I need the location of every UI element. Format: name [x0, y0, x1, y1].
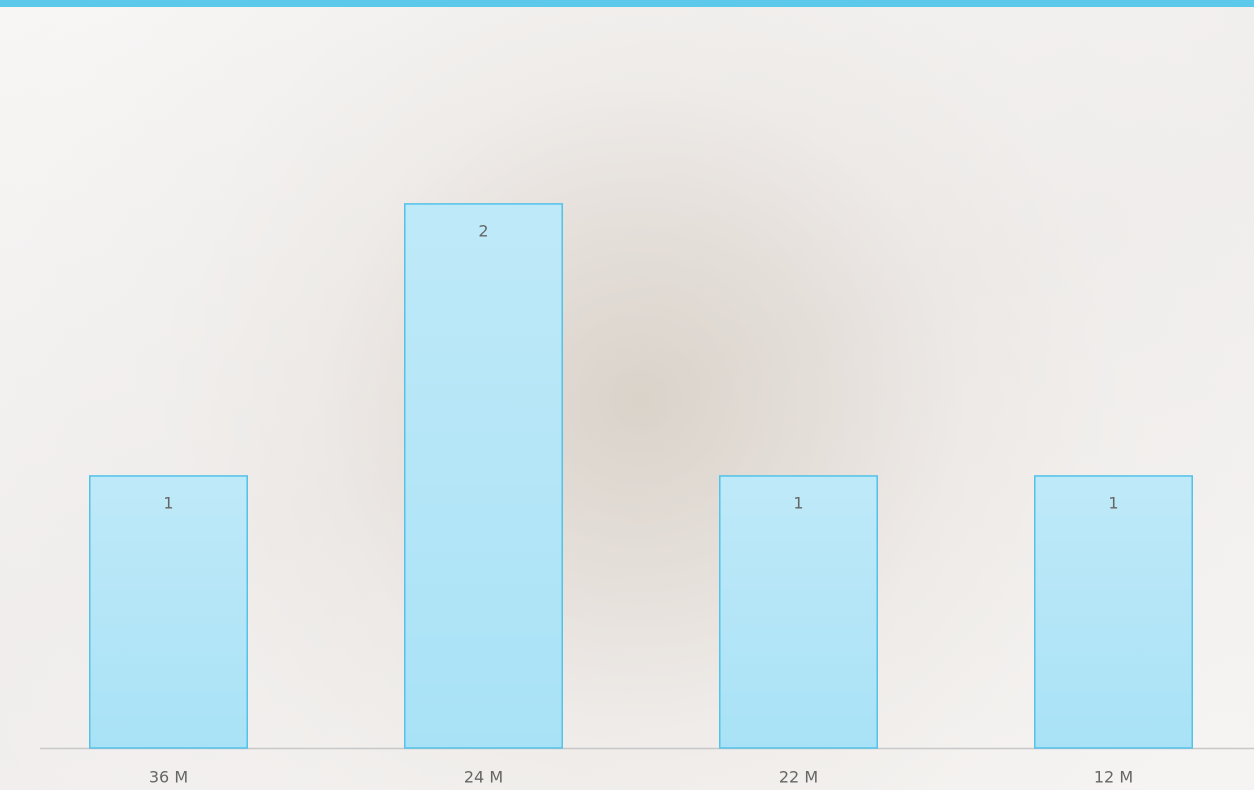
data-label: 1: [793, 493, 803, 512]
top-bar: [0, 0, 1254, 7]
x-tick-label: 24 M: [464, 768, 503, 787]
bar-sheen: [405, 204, 562, 748]
x-tick-label: 36 M: [149, 768, 188, 787]
data-label: 2: [478, 221, 488, 240]
x-tick-label: 12 M: [1094, 768, 1133, 787]
data-label: 1: [1108, 493, 1118, 512]
bar-sheen: [720, 476, 877, 747]
bar-sheen: [1035, 476, 1192, 747]
data-label: 1: [163, 493, 173, 512]
bar-sheen: [90, 476, 247, 747]
x-tick-label: 22 M: [779, 768, 818, 787]
